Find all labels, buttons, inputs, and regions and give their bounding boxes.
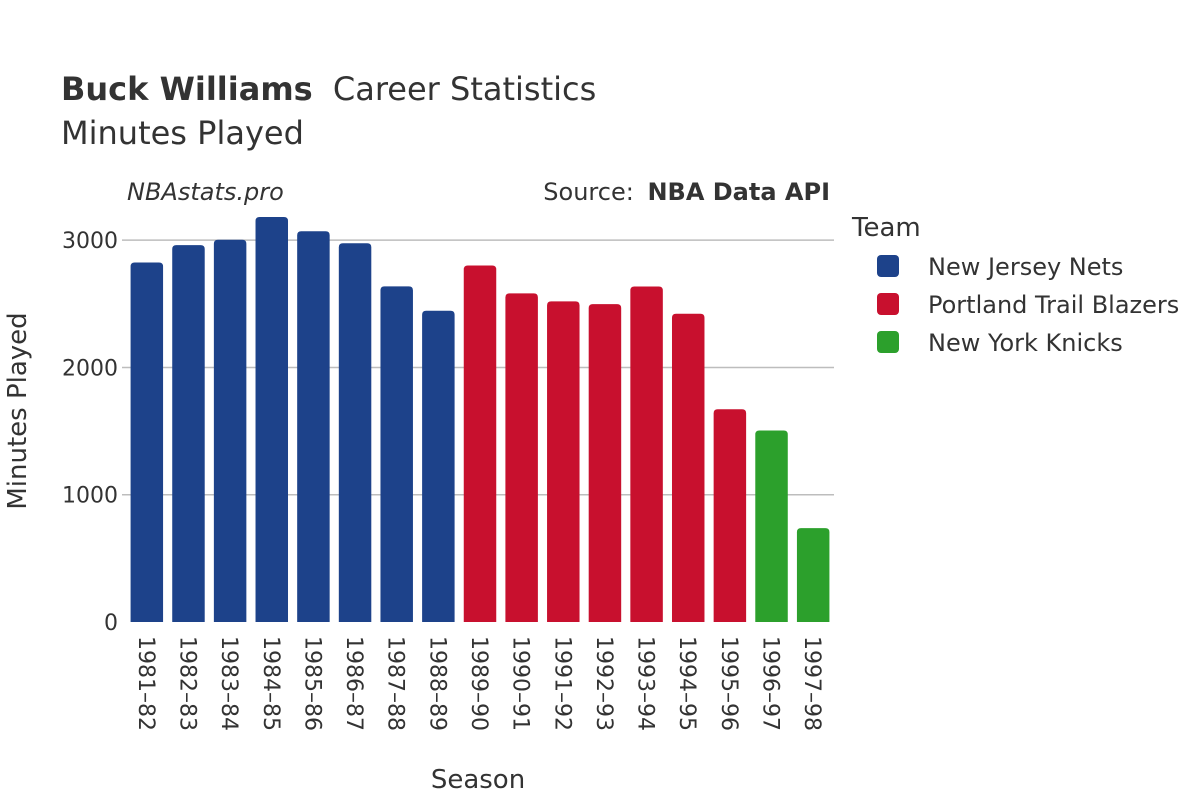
- legend-title: Team: [851, 213, 921, 243]
- bar-1997–98[interactable]: [796, 528, 830, 622]
- chart-title: Buck Williams Career Statistics: [61, 70, 596, 108]
- source-name: NBA Data API: [647, 178, 830, 206]
- x-tick-label: 1991–92: [549, 636, 574, 731]
- y-axis-label: Minutes Played: [3, 312, 33, 509]
- bar-1983–84[interactable]: [213, 239, 247, 623]
- x-tick-label: 1995–96: [716, 636, 741, 731]
- bar-1990–91[interactable]: [505, 293, 538, 622]
- legend-swatch: [877, 255, 899, 277]
- legend-item[interactable]: Portland Trail Blazers: [877, 291, 1179, 319]
- x-tick-label: 1987–88: [383, 636, 408, 731]
- bar-1992–93[interactable]: [588, 304, 622, 622]
- x-tick-label: 1981–82: [133, 636, 158, 731]
- legend-swatch: [877, 331, 899, 353]
- legend: New Jersey Nets Portland Trail Blazers New…: [877, 253, 1179, 357]
- bar-1995–96[interactable]: [713, 409, 747, 622]
- legend-label: New York Knicks: [928, 329, 1123, 357]
- x-tick-labels: 1981–82 1982–83 1983–84 1984–85 1985–86 1986–…: [133, 636, 824, 731]
- legend-label: New Jersey Nets: [928, 253, 1123, 281]
- legend-item[interactable]: New Jersey Nets: [877, 253, 1123, 281]
- bar-1993–94[interactable]: [630, 286, 663, 622]
- source-note: Source: NBA Data API: [543, 178, 830, 206]
- bar-1982–83[interactable]: [172, 245, 205, 623]
- x-tick-label: 1997–98: [799, 636, 824, 731]
- bar-1987–88[interactable]: [380, 286, 413, 622]
- x-tick-label: 1992–93: [591, 636, 616, 731]
- x-tick-label: 1993–94: [633, 636, 658, 731]
- bar-1994–95[interactable]: [671, 313, 705, 622]
- x-axis-label: Season: [431, 765, 525, 795]
- x-tick-label: 1988–89: [424, 636, 449, 731]
- chart-title-bold: Buck Williams: [61, 70, 313, 108]
- watermark: NBAstats.pro: [127, 178, 284, 206]
- x-tick-label: 1996–97: [758, 636, 783, 731]
- legend-item[interactable]: New York Knicks: [877, 329, 1123, 357]
- x-tick-label: 1986–87: [341, 636, 366, 731]
- source-prefix: Source:: [543, 178, 634, 206]
- bar-1988–89[interactable]: [422, 310, 455, 622]
- x-tick-label: 1983–84: [216, 636, 241, 731]
- y-tick-label: 2000: [62, 356, 118, 381]
- chart-title-rest: Career Statistics: [333, 70, 596, 108]
- chart-subtitle: Minutes Played: [61, 114, 304, 152]
- bar-1984–85[interactable]: [255, 217, 289, 622]
- x-tick-label: 1990–91: [508, 636, 533, 731]
- y-tick-labels: 0 1000 2000 3000: [62, 229, 118, 636]
- bar-1985–86[interactable]: [297, 231, 330, 623]
- x-tick-label: 1989–90: [466, 636, 491, 731]
- x-tick-label: 1985–86: [299, 636, 324, 731]
- y-tick-label: 3000: [62, 229, 118, 254]
- bar-1986–87[interactable]: [338, 243, 372, 622]
- bar-1996–97[interactable]: [755, 430, 788, 622]
- x-tick-label: 1994–95: [674, 636, 699, 731]
- bar-1991–92[interactable]: [547, 301, 580, 622]
- legend-swatch: [877, 293, 899, 315]
- y-tick-label: 0: [104, 611, 118, 636]
- x-tick-label: 1982–83: [174, 636, 199, 731]
- x-tick-label: 1984–85: [258, 636, 283, 731]
- bar-1989–90[interactable]: [463, 265, 497, 622]
- legend-label: Portland Trail Blazers: [928, 291, 1179, 319]
- y-tick-label: 1000: [62, 484, 118, 509]
- bars: [130, 217, 830, 623]
- bar-1981–82[interactable]: [130, 262, 164, 622]
